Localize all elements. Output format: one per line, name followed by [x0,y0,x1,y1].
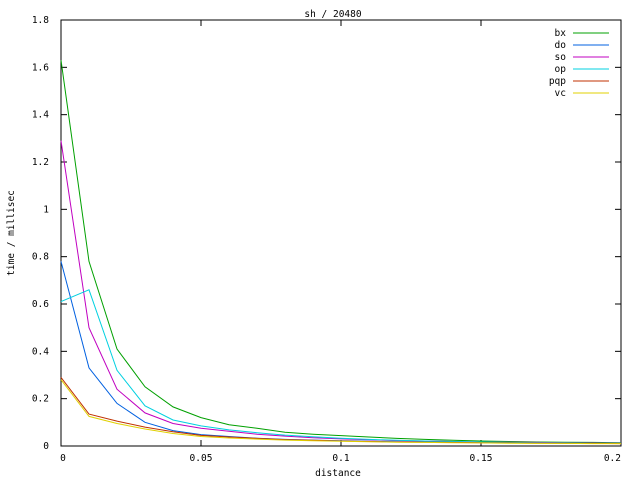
y-tick-label: 0.4 [32,346,49,357]
y-tick-label: 0.8 [32,252,49,263]
x-tick-label: 0.05 [190,453,213,464]
x-tick-label: 0.2 [604,453,621,464]
y-tick-label: 0.2 [32,394,49,405]
y-tick-label: 1.8 [32,15,49,26]
legend-label-pqp: pqp [549,76,566,87]
y-tick-label: 1.2 [32,157,49,168]
legend-label-so: so [555,52,567,63]
x-tick-label: 0.15 [470,453,493,464]
series-lines [60,60,622,445]
legend-label-vc: vc [555,88,566,99]
series-line-do [60,261,622,444]
legend-label-bx: bx [555,28,567,39]
legend-label-do: do [555,40,567,51]
x-tick-label: 0 [60,453,66,464]
y-tick-label: 0.6 [32,299,49,310]
plot-frame [60,19,622,447]
y-tick-label: 1.4 [32,110,49,121]
y-tick-label: 1 [43,204,49,215]
chart-title: sh / 20480 [304,9,361,20]
series-line-vc [60,379,621,445]
y-tick-label: 1.6 [32,62,49,73]
y-axis-label: time / millisec [6,190,17,276]
series-line-so [60,140,622,444]
x-tick-label: 0.1 [332,453,349,464]
axis-ticks: 0 0.2 0.4 0.6 0.8 1 1.2 1.4 1.6 1.8 0 0.05 0.1 0.15 0.… [32,15,622,464]
legend-label-op: op [555,64,567,75]
y-tick-label: 0 [43,441,49,452]
series-line-bx [60,60,622,444]
series-line-op [60,289,622,444]
x-axis-label: distance [315,468,361,479]
